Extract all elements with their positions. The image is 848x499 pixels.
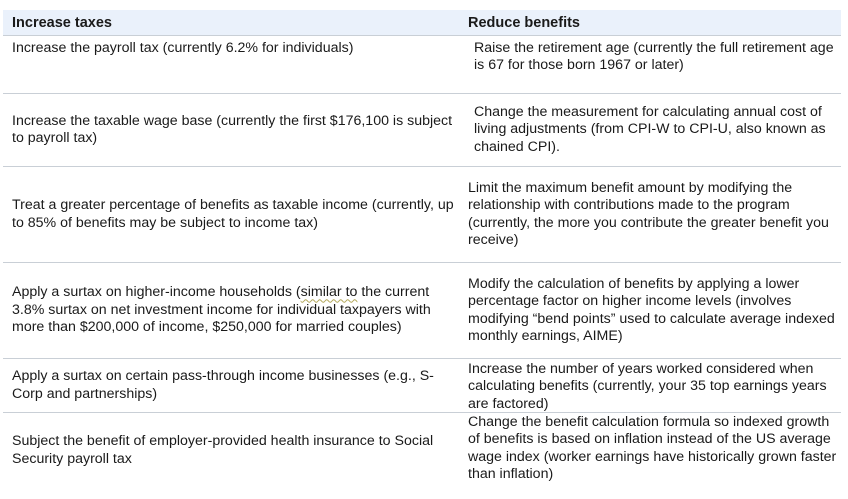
benefit-option-cell: Change the measurement for calculating a… [461,94,841,166]
tax-option-text: Apply a surtax on certain pass-through i… [12,368,434,402]
header-reduce-benefits: Reduce benefits [468,15,580,31]
benefit-option-cell: Limit the maximum benefit amount by modi… [461,167,841,262]
tax-option-cell: Apply a surtax on higher-income househol… [3,263,461,358]
benefit-option-text: Limit the maximum benefit amount by modi… [468,179,829,248]
tax-option-text-end: the current 3.8% surtax on net investmen… [12,284,431,336]
benefit-option-text: Increase the number of years worked cons… [468,361,827,412]
tax-option-cell: Apply a surtax on certain pass-through i… [3,359,461,412]
tax-option-text-start: Apply a surtax on higher-income househol… [12,284,301,301]
benefit-option-text: Change the measurement for calculating a… [474,103,826,155]
table-row: Apply a surtax on certain pass-through i… [3,359,841,413]
table-row: Apply a surtax on higher-income househol… [3,263,841,359]
header-increase-taxes: Increase taxes [12,15,112,31]
benefit-option-text: Change the benefit calculation formula s… [468,414,837,483]
benefit-option-cell: Modify the calculation of benefits by ap… [461,263,841,358]
benefit-option-cell: Raise the retirement age (currently the … [461,36,841,93]
tax-option-cell: Increase the taxable wage base (currentl… [3,94,461,166]
tax-option-cell: Treat a greater percentage of benefits a… [3,167,461,262]
table-header: Increase taxes Reduce benefits [3,10,841,36]
tax-option-text: Increase the payroll tax (currently 6.2%… [12,40,354,56]
table-row: Increase the taxable wage base (currentl… [3,94,841,167]
table-row: Increase the payroll tax (currently 6.2%… [3,36,841,94]
tax-option-cell: Subject the benefit of employer-provided… [3,413,461,488]
tax-option-text: Apply a surtax on higher-income househol… [12,284,455,336]
table-row: Treat a greater percentage of benefits a… [3,167,841,263]
tax-option-text: Subject the benefit of employer-provided… [12,433,434,467]
table-row: Subject the benefit of employer-provided… [3,413,841,488]
tax-option-text: Increase the taxable wage base (currentl… [12,112,453,146]
benefit-option-text: Modify the calculation of benefits by ap… [468,275,835,344]
tax-option-cell: Increase the payroll tax (currently 6.2%… [3,36,461,93]
benefit-option-cell: Change the benefit calculation formula s… [461,413,841,488]
options-table: Increase taxes Reduce benefits Increase … [3,10,841,488]
benefit-option-text: Raise the retirement age (currently the … [474,40,834,74]
spellcheck-flagged-text: similar to [300,284,358,301]
benefit-option-cell: Increase the number of years worked cons… [461,359,841,412]
tax-option-text: Treat a greater percentage of benefits a… [12,197,454,231]
